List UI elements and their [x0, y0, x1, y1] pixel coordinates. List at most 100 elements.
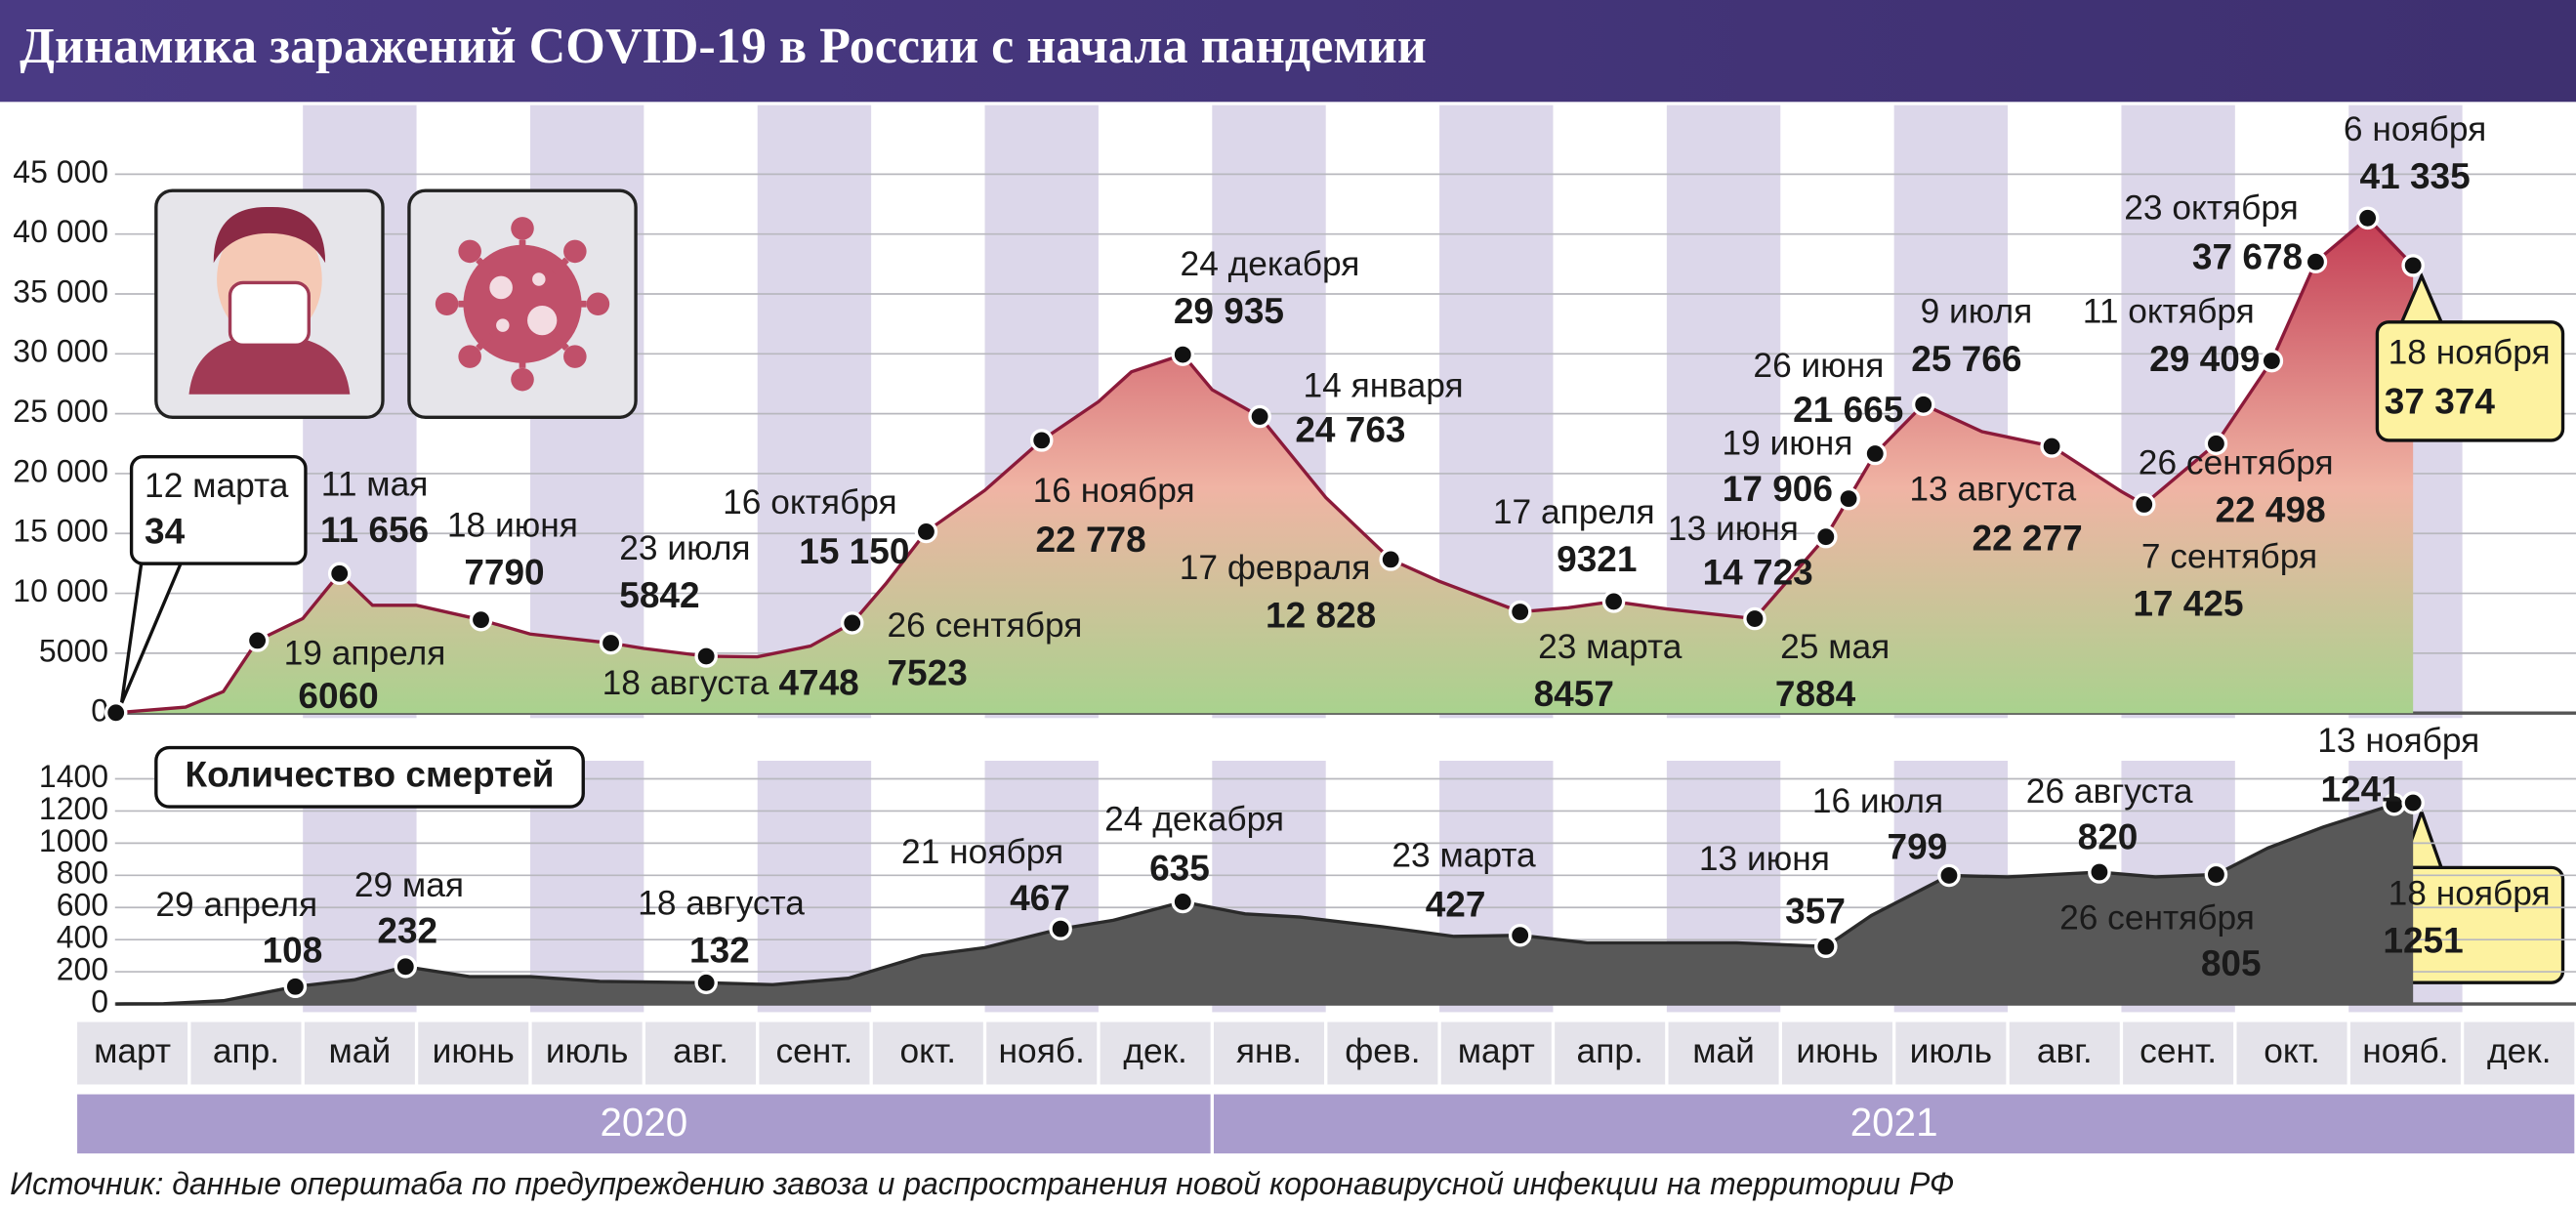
- annotation-date: 18 августа: [638, 884, 805, 922]
- data-point: [1049, 917, 1072, 940]
- icon-person-hair: [213, 206, 326, 264]
- month-label: авг.: [673, 1032, 728, 1070]
- annotation-date: 23 марта: [1392, 837, 1536, 875]
- annotation-value: 25 766: [1911, 338, 2021, 379]
- annotation-date: 26 августа: [2026, 772, 2193, 811]
- month-label: нояб.: [2362, 1032, 2448, 1070]
- month-cell: [2123, 1021, 2234, 1085]
- month-cell: [1213, 1021, 1325, 1085]
- month-cell: [304, 1021, 415, 1085]
- y-tick-label: 0: [91, 693, 108, 729]
- annotation-date: 13 июня: [1668, 510, 1799, 548]
- annotation-value: 635: [1149, 848, 1210, 889]
- data-point: [1379, 548, 1402, 571]
- y-tick-label: 1400: [39, 759, 108, 794]
- annotation-value: 34: [145, 511, 186, 552]
- year-label: 2021: [1850, 1100, 1938, 1145]
- area: [115, 218, 2414, 714]
- month-stripe: [757, 761, 872, 1013]
- annotation-date: 11 октября: [2083, 293, 2255, 331]
- icons: [154, 188, 638, 420]
- month-cell: [1668, 1021, 1779, 1085]
- data-point: [2304, 250, 2328, 273]
- month-label: авг.: [2037, 1032, 2093, 1070]
- y-tick-label: 600: [57, 888, 108, 923]
- data-point: [2204, 862, 2228, 887]
- month-label: сент.: [2140, 1032, 2217, 1070]
- annotation-date: 13 августа: [1909, 470, 2076, 508]
- annotation-value: 5842: [619, 574, 699, 615]
- month-cell: [2236, 1021, 2347, 1085]
- annotation-date: 17 апреля: [1493, 493, 1655, 531]
- month-label: фев.: [1345, 1032, 1420, 1070]
- annotation-value: 11 656: [320, 509, 429, 550]
- annotation-date: 29 апреля: [155, 886, 317, 924]
- annotation-date: 26 сентября: [887, 606, 1082, 645]
- annotation-date: 25 мая: [1780, 628, 1890, 666]
- month-cell: [2349, 1021, 2461, 1085]
- month-label: апр.: [1577, 1032, 1643, 1070]
- annotation-date: 18 августа: [602, 664, 769, 702]
- data-point: [2132, 492, 2156, 517]
- month-label: окт.: [900, 1032, 957, 1070]
- annotation-value: 1241: [2320, 769, 2400, 810]
- data-point: [694, 971, 718, 995]
- annotation-date: 9 июля: [1921, 293, 2033, 331]
- year-band: [77, 1094, 1211, 1154]
- annotation-date: 6 ноября: [2344, 110, 2486, 148]
- month-label: янв.: [1236, 1032, 1302, 1070]
- annotation-value: 108: [263, 930, 323, 971]
- data-point: [1248, 404, 1271, 429]
- data-point: [327, 562, 352, 586]
- y-tick-label: 200: [57, 952, 108, 987]
- annotation-value: 4748: [778, 661, 858, 702]
- annotation-date: 29 мая: [354, 866, 464, 904]
- month-cell: [872, 1021, 983, 1085]
- annotation-date: 19 июня: [1722, 424, 1852, 462]
- annotation-value: 6060: [298, 675, 378, 716]
- month-cell: [418, 1021, 529, 1085]
- data-point: [2040, 435, 2063, 458]
- month-label: май: [1692, 1032, 1755, 1070]
- annotation-value: 1251: [2383, 920, 2463, 961]
- data-point: [1171, 890, 1195, 914]
- month-cell: [190, 1021, 302, 1085]
- annotation-value: 37 678: [2192, 236, 2303, 277]
- deaths-label-box: [154, 745, 585, 809]
- data-point: [1029, 429, 1054, 452]
- annotation-value: 820: [2078, 816, 2139, 857]
- annotation-value: 29 935: [1174, 290, 1284, 331]
- month-cell: [1440, 1021, 1552, 1085]
- data-point: [2260, 349, 2284, 373]
- annotation-value: 7523: [887, 651, 967, 692]
- title: Динамика заражений COVID-19 в России с н…: [20, 19, 1427, 74]
- month-cell: [1100, 1021, 1211, 1085]
- month-cell: [531, 1021, 643, 1085]
- callout-tail: [119, 562, 184, 704]
- data-point: [1863, 441, 1888, 466]
- annotation-value: 37 374: [2385, 381, 2496, 422]
- month-label: май: [329, 1032, 392, 1070]
- month-label: март: [1458, 1032, 1535, 1070]
- data-point: [1508, 923, 1532, 947]
- annotation-date: 23 июля: [619, 529, 750, 567]
- month-cell: [2009, 1021, 2120, 1085]
- annotation-date: 21 ноября: [901, 833, 1063, 871]
- annotation-value: 232: [377, 909, 437, 950]
- data-point: [2088, 860, 2111, 884]
- annotation-date: 14 января: [1304, 366, 1464, 404]
- annotation-value: 14 723: [1703, 552, 1813, 593]
- annotation-value: 24 763: [1295, 408, 1405, 449]
- data-point: [1814, 524, 1838, 549]
- annotation-value: 467: [1010, 877, 1070, 918]
- annotation-date: 19 апреля: [284, 635, 446, 673]
- annotation-date: 7 сентября: [2141, 537, 2317, 575]
- data-point: [694, 645, 718, 668]
- y-tick-label: 1200: [39, 791, 108, 826]
- month-cell: [1781, 1021, 1892, 1085]
- annotation-value: 21 665: [1793, 389, 1903, 430]
- data-point: [394, 955, 418, 979]
- data-point: [914, 520, 938, 544]
- month-cell: [759, 1021, 870, 1085]
- annotation-value: 22 778: [1036, 519, 1146, 560]
